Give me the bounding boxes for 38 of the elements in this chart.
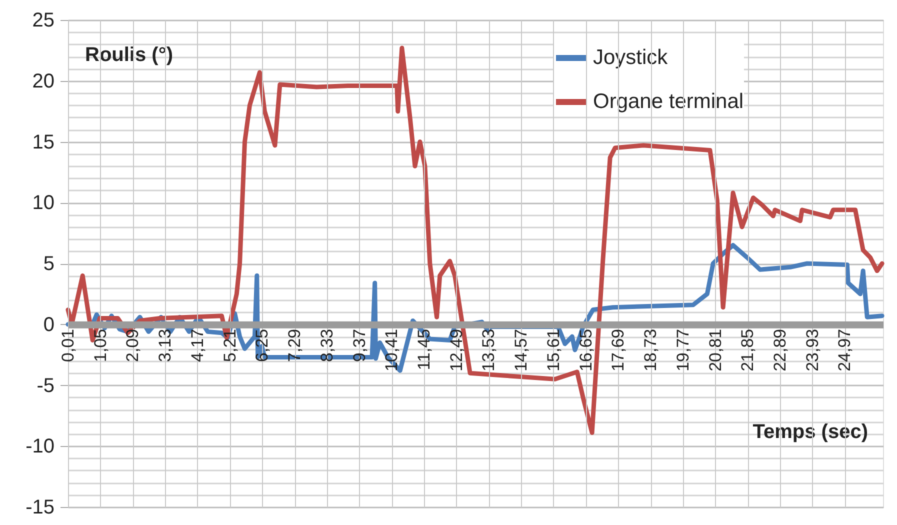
y-axis-title: Roulis (°) [85,44,173,66]
x-tick-label: 14,57 [512,328,531,372]
y-tick-label: -10 [26,436,54,458]
y-tick-label: 20 [32,70,54,92]
x-tick-label: 16,65 [576,328,596,372]
x-tick-label: 0,01 [58,328,78,362]
x-tick-label: 11,45 [414,328,434,370]
x-tick-label: 8,33 [317,328,336,362]
x-axis-title: Temps (sec) [752,421,868,443]
x-tick-label: 20,81 [706,328,725,372]
y-tick-label: 10 [32,192,54,214]
y-tick-label: 0 [43,314,54,336]
x-tick-label: 13,53 [479,328,498,372]
y-tick-label: 15 [32,131,54,154]
x-tick-label: 2,09 [123,328,142,362]
y-tick-label: -15 [26,496,54,518]
x-tick-label: 15,61 [544,328,563,372]
x-tick-label: 1,05 [90,328,110,362]
y-tick-label: 5 [43,253,54,275]
x-tick-label: 24,97 [835,328,854,372]
x-tick-label: 18,73 [641,328,660,372]
x-tick-label: 4,17 [188,328,207,362]
x-tick-label: 22,89 [770,328,790,372]
x-tick-label: 5,21 [220,328,240,362]
legend-label: Joystick [593,46,668,69]
x-tick-label: 9,37 [350,328,369,362]
y-tick-label: 25 [32,10,54,32]
x-tick-label: 10,41 [382,328,402,372]
x-tick-label: 19,77 [673,328,692,372]
x-tick-label: 7,29 [285,328,304,362]
legend-label: Organe terminal [593,90,744,113]
x-tick-label: 21,85 [738,328,758,372]
x-tick-label: 6,25 [252,328,272,362]
x-tick-label: 3,13 [156,328,175,362]
x-tick-label: 17,69 [608,328,628,372]
x-tick-label: 12,49 [446,328,466,372]
x-tick-label: 23,93 [802,328,822,372]
y-tick-label: -5 [36,374,54,397]
